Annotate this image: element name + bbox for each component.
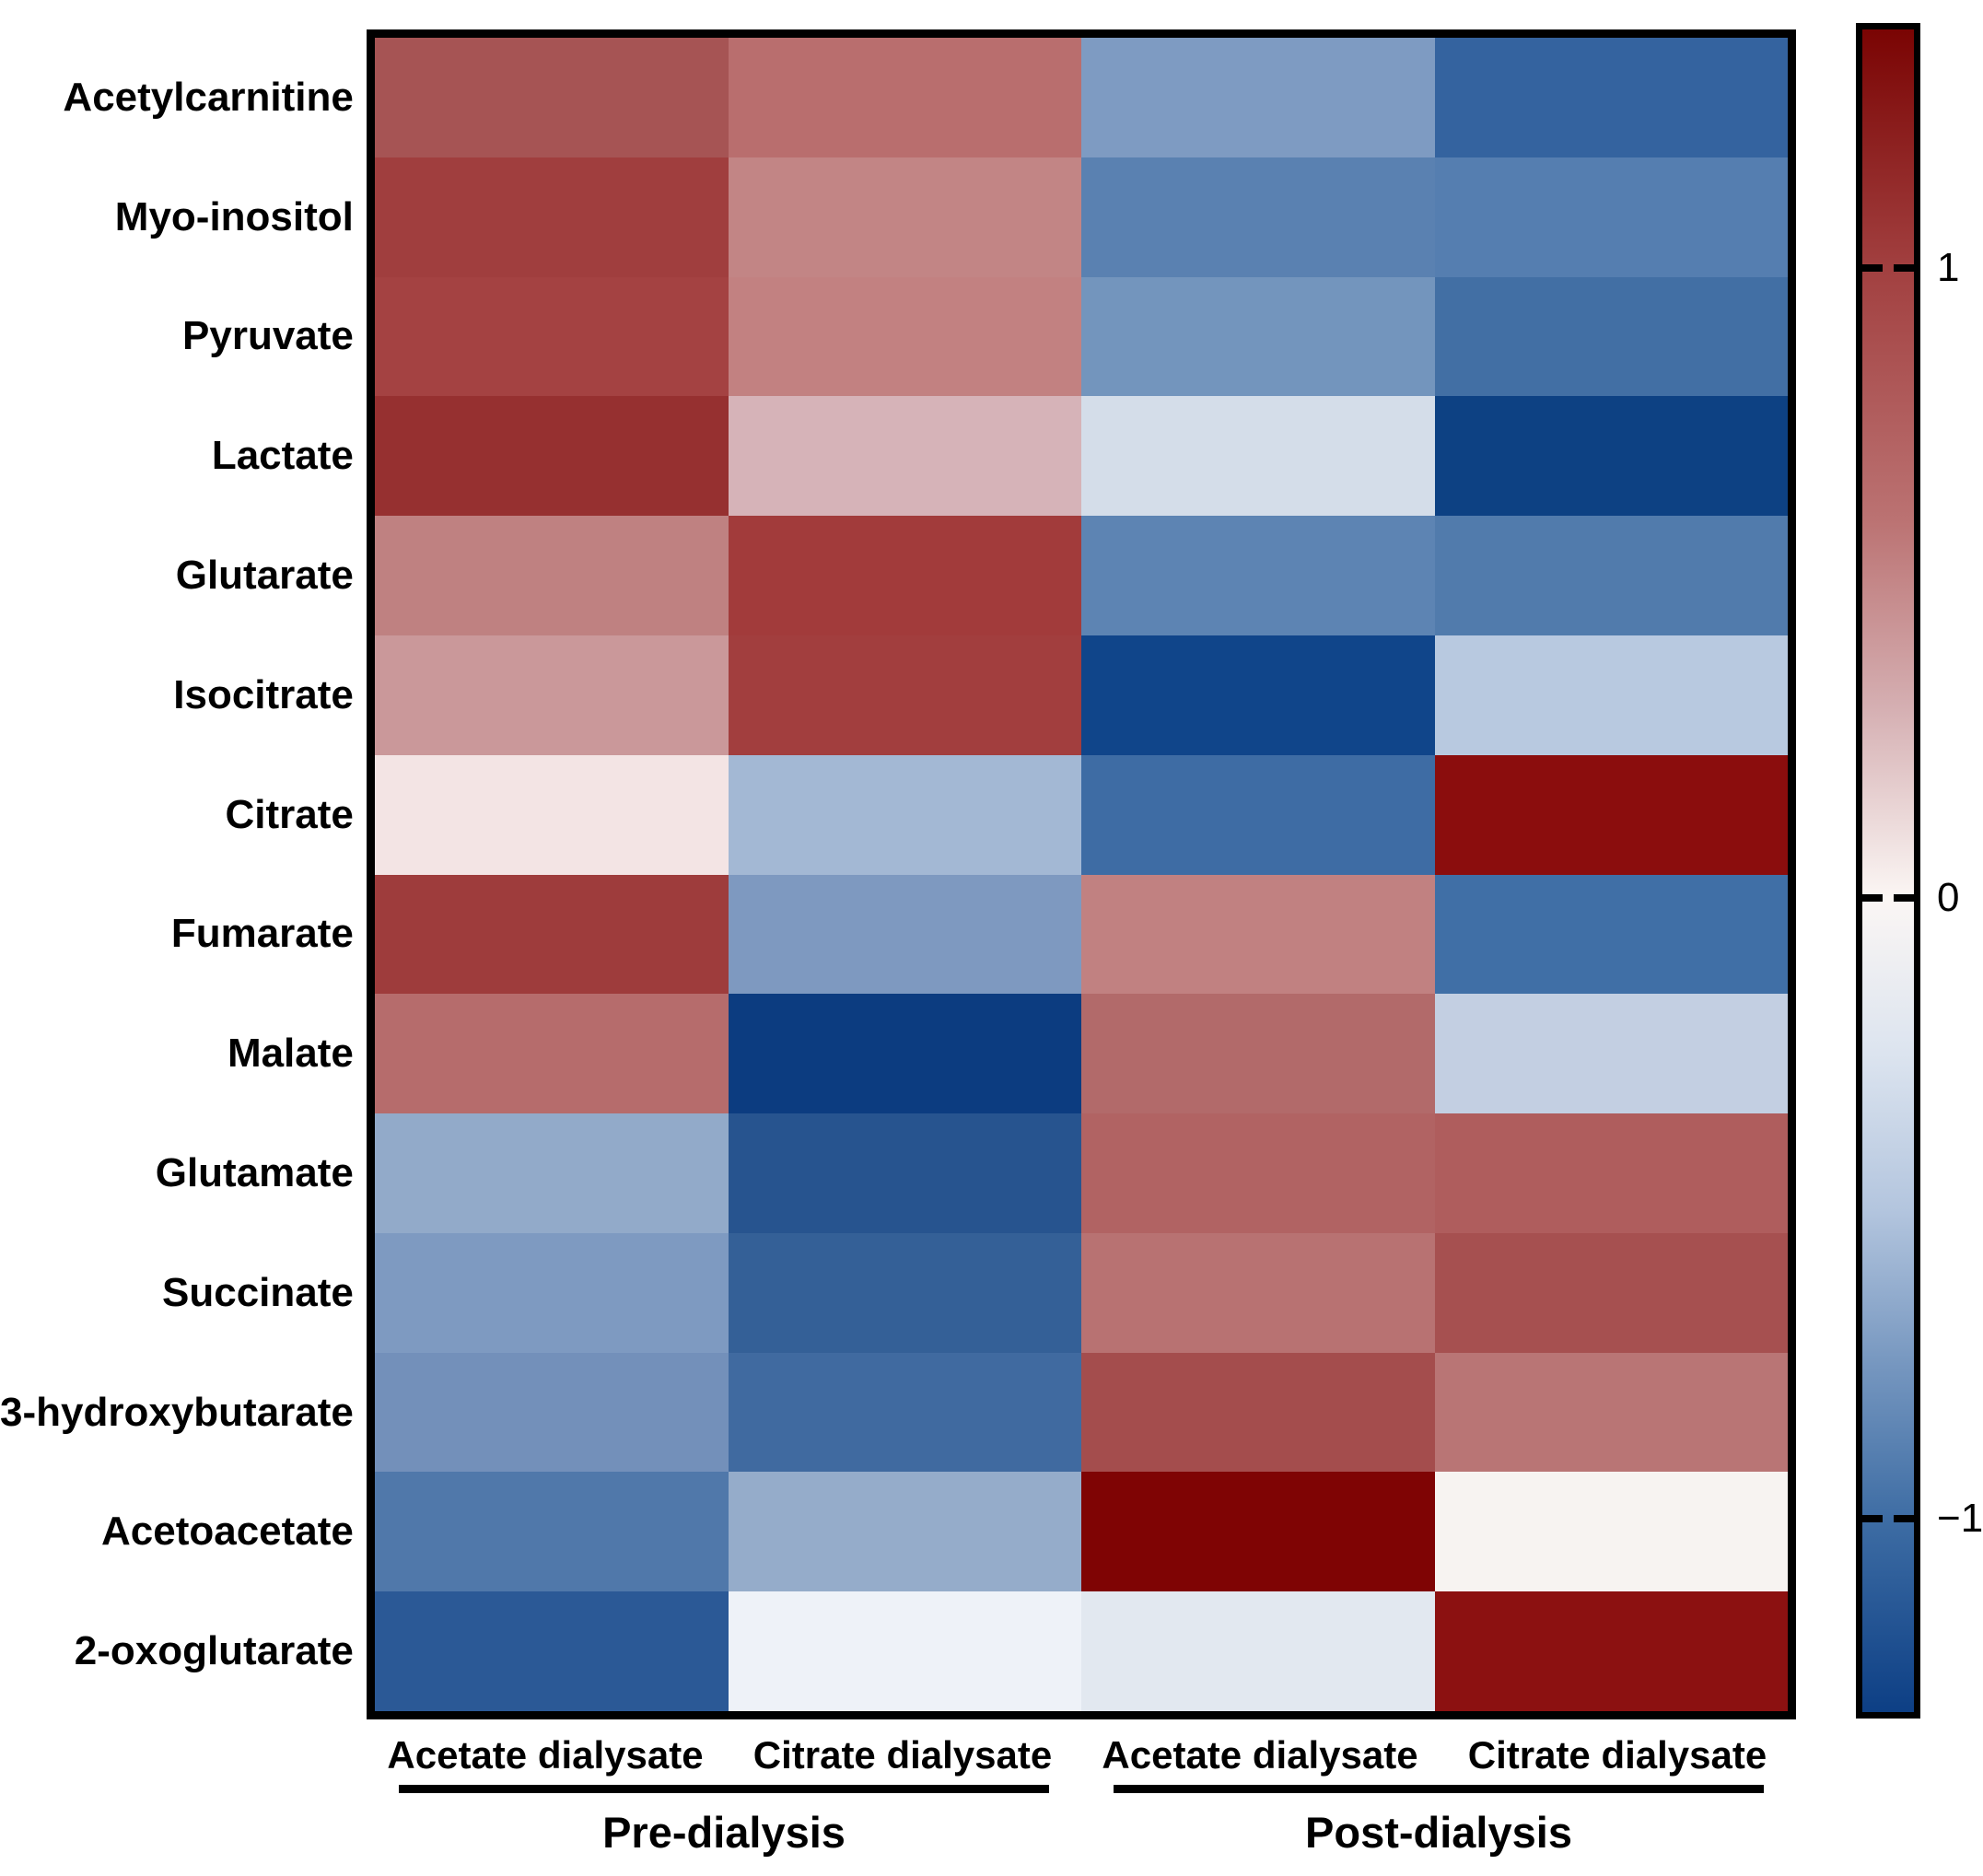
row-label: Myo-inositol — [114, 193, 354, 239]
column-label: Acetate dialysate — [1102, 1733, 1418, 1777]
heatmap-cell — [1081, 516, 1435, 635]
row-label: Fumarate — [170, 911, 354, 957]
colorbar-tick-labels: 1 0 −1 — [1937, 29, 1983, 1712]
colorbar-tick — [1894, 1514, 1914, 1522]
heatmap-cell — [375, 38, 729, 157]
row-label: Glutarate — [175, 553, 354, 599]
heatmap-cell — [1081, 1113, 1435, 1233]
column-label: Acetate dialysate — [387, 1733, 704, 1777]
row-label: Isocitrate — [173, 671, 354, 717]
heatmap-cell — [728, 1472, 1081, 1592]
heatmap-cell — [1434, 754, 1788, 875]
heatmap-cell — [1081, 1352, 1435, 1473]
row-label: Acetylcarnitine — [63, 74, 354, 120]
heatmap-cell — [728, 276, 1081, 397]
group-underline-slot — [367, 1785, 1081, 1793]
heatmap-cell — [728, 635, 1081, 755]
colorbar-tick — [1894, 264, 1914, 273]
heatmap-cell — [375, 635, 729, 755]
row-label: Glutamate — [155, 1149, 354, 1195]
column-label: Citrate dialysate — [1467, 1733, 1767, 1777]
group-underline — [398, 1785, 1050, 1793]
heatmap-cell — [728, 38, 1081, 157]
heatmap-cell — [375, 1591, 729, 1711]
heatmap-cell — [375, 516, 729, 635]
heatmap-cell — [375, 994, 729, 1114]
heatmap-cell — [1081, 396, 1435, 517]
heatmap-grid — [375, 38, 1788, 1711]
heatmap-cell — [375, 396, 729, 517]
heatmap-cell — [1434, 38, 1788, 157]
heatmap-cell — [1081, 276, 1435, 397]
colorbar-tick — [1862, 893, 1883, 902]
heatmap-cell — [1434, 1472, 1788, 1592]
column-label: Citrate dialysate — [752, 1733, 1053, 1777]
colorbar — [1856, 23, 1920, 1719]
colorbar-gradient — [1862, 29, 1914, 1712]
heatmap-cell — [728, 1352, 1081, 1473]
colorbar-tick — [1862, 264, 1883, 273]
row-label: Pyruvate — [182, 313, 354, 359]
row-label: Succinate — [162, 1269, 354, 1315]
row-label: Acetoacetate — [100, 1509, 354, 1555]
heatmap-cell — [1434, 276, 1788, 397]
group-label: Post-dialysis — [1305, 1808, 1572, 1857]
colorbar-tick-label: 1 — [1937, 245, 1960, 291]
column-labels: Acetate dialysate Citrate dialysate Acetat… — [367, 1733, 1796, 1777]
heatmap-cell — [375, 874, 729, 995]
group-label: Pre-dialysis — [602, 1808, 846, 1857]
colorbar-tick — [1894, 893, 1914, 902]
heatmap-cell — [1081, 994, 1435, 1114]
heatmap-cell — [1434, 157, 1788, 277]
heatmap-cell — [1434, 1591, 1788, 1711]
group-underlines — [367, 1785, 1796, 1793]
heatmap-cell — [1081, 157, 1435, 277]
heatmap-cell — [375, 1472, 729, 1592]
group-labels: Pre-dialysis Post-dialysis — [367, 1807, 1796, 1858]
heatmap-cell — [1434, 635, 1788, 755]
heatmap-cell — [375, 1352, 729, 1473]
group-underline-slot — [1081, 1785, 1796, 1793]
heatmap-cell — [1434, 874, 1788, 995]
colorbar-tick-label: 0 — [1937, 874, 1960, 920]
heatmap-cell — [1081, 635, 1435, 755]
heatmap-cell — [375, 157, 729, 277]
heatmap-cell — [728, 1591, 1081, 1711]
heatmap-cell — [1434, 1232, 1788, 1353]
heatmap-cell — [375, 754, 729, 875]
heatmap-cell — [1434, 516, 1788, 635]
heatmap-cell — [1081, 754, 1435, 875]
heatmap-cell — [375, 276, 729, 397]
heatmap-cell — [728, 157, 1081, 277]
heatmap-cell — [1434, 1352, 1788, 1473]
colorbar-tick-label: −1 — [1937, 1495, 1983, 1541]
row-label: Malate — [227, 1031, 354, 1077]
heatmap-cell — [728, 1232, 1081, 1353]
row-labels: Acetylcarnitine Myo-inositol Pyruvate Lacta… — [0, 38, 354, 1711]
heatmap-cell — [1081, 1591, 1435, 1711]
heatmap-cell — [728, 874, 1081, 995]
heatmap-cell — [1081, 38, 1435, 157]
group-underline — [1113, 1785, 1765, 1793]
row-label: Lactate — [211, 433, 354, 479]
heatmap-cell — [1081, 874, 1435, 995]
heatmap-cell — [728, 994, 1081, 1114]
row-label: Citrate — [225, 791, 354, 837]
plot-frame — [367, 29, 1796, 1719]
colorbar-tick — [1862, 1514, 1883, 1522]
heatmap-cell — [1081, 1232, 1435, 1353]
heatmap-cell — [1081, 1472, 1435, 1592]
heatmap-cell — [728, 396, 1081, 517]
heatmap-cell — [728, 1113, 1081, 1233]
heatmap-cell — [1434, 1113, 1788, 1233]
heatmap-cell — [375, 1232, 729, 1353]
heatmap-cell — [728, 754, 1081, 875]
heatmap-cell — [1434, 396, 1788, 517]
heatmap-cell — [728, 516, 1081, 635]
heatmap-cell — [375, 1113, 729, 1233]
row-label: 3-hydroxybutarate — [0, 1389, 354, 1435]
row-label: 2-oxoglutarate — [74, 1628, 354, 1674]
heatmap-cell — [1434, 994, 1788, 1114]
